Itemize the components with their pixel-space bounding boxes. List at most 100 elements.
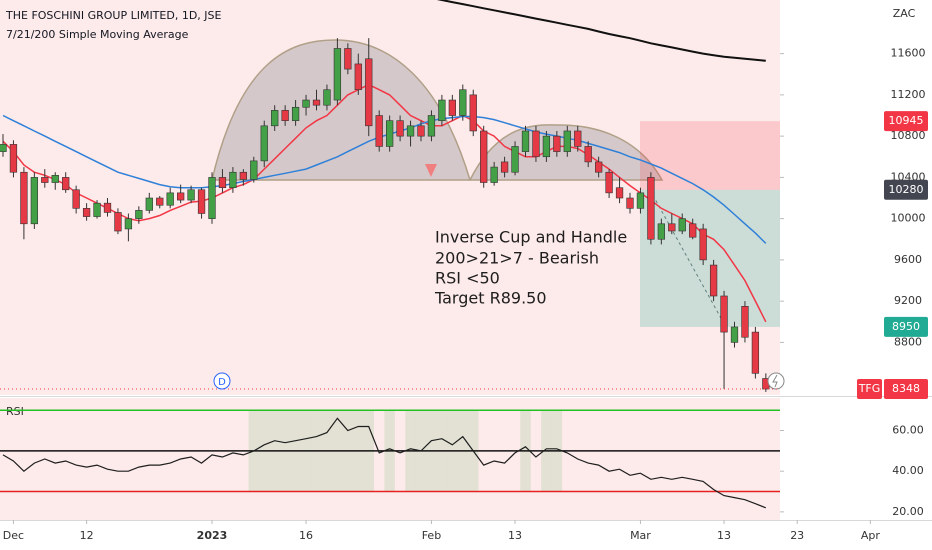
x-tick-label: 2023: [197, 529, 228, 542]
candle-body: [291, 106, 300, 121]
candle-body: [532, 130, 540, 158]
candle-body: [20, 171, 28, 225]
candle-body: [647, 177, 655, 240]
candle-body: [438, 99, 446, 121]
candle-body: [500, 161, 509, 173]
price-tag: [884, 111, 928, 132]
price-tag: [884, 316, 928, 337]
price-tag: [884, 379, 928, 400]
candle-body: [657, 223, 665, 240]
symbol-tag: [857, 379, 882, 400]
candle-body: [302, 99, 310, 108]
candle-body: [427, 115, 436, 137]
candle-body: [406, 125, 415, 137]
candle-body: [124, 218, 133, 230]
alert-icon[interactable]: [767, 372, 785, 390]
annotation: Target R89.50: [434, 289, 547, 308]
pattern-marker: [425, 164, 437, 177]
candle-body: [9, 144, 18, 173]
x-tick-label: Dec: [3, 529, 24, 542]
candle-body: [720, 295, 728, 333]
x-tick-label: Feb: [422, 529, 441, 542]
annotation: Inverse Cup and Handle: [435, 228, 627, 247]
y-tick-label: 10800: [891, 129, 926, 142]
rsi-pane-bg: [0, 398, 780, 520]
candle-body: [448, 99, 456, 116]
candle-body: [177, 192, 185, 201]
rsi-line: [2, 417, 767, 509]
candle-body: [30, 177, 38, 225]
candle-body: [344, 48, 352, 70]
alert-icon-bolt: [772, 374, 778, 388]
candle-body: [187, 189, 195, 201]
candle-body: [229, 171, 237, 189]
x-tick-label: 13: [508, 529, 522, 542]
y-tick-label: 8800: [894, 335, 922, 348]
candle-body: [218, 177, 227, 189]
candle-body: [396, 120, 404, 137]
y-tick-label: 11200: [891, 88, 926, 101]
candle-body: [668, 223, 676, 232]
x-tick-label: Mar: [630, 529, 651, 542]
candle-body: [584, 146, 592, 163]
candle-body: [730, 326, 739, 343]
candle-body: [689, 223, 697, 238]
candle-body: [62, 177, 70, 191]
price-layer: [0, 0, 780, 392]
price-tag-label: 10945: [889, 114, 924, 127]
candle-body: [459, 89, 467, 116]
candle-body: [741, 306, 749, 338]
candle-body: [615, 187, 624, 199]
target-zone: [640, 189, 780, 327]
candle-body: [574, 130, 582, 147]
candle-body: [699, 228, 707, 261]
candle-body: [709, 264, 718, 297]
price-tag-label: 8950: [892, 320, 920, 333]
y-tick-label: 11600: [891, 47, 926, 60]
moving-average: [436, 0, 766, 62]
y-tick-label: 9600: [894, 253, 922, 266]
x-tick-label: 12: [80, 529, 94, 542]
candle-body: [417, 125, 425, 137]
x-tick-label: 13: [717, 529, 731, 542]
candle-body: [375, 115, 383, 147]
y-tick-label: 10000: [891, 212, 926, 225]
candle-body: [114, 212, 122, 232]
y-tick-label: 9200: [894, 294, 922, 307]
moving-average: [2, 114, 767, 244]
candle-body: [239, 171, 247, 180]
candle-body: [595, 161, 603, 173]
candle-body: [166, 192, 174, 206]
chart-subtitle: 7/21/200 Simple Moving Average: [6, 28, 189, 41]
candle-body: [103, 202, 112, 213]
candle-body: [333, 48, 342, 101]
rsi-y-tick-label: 40.00: [892, 464, 924, 477]
candle-body: [626, 197, 634, 209]
candle-body: [480, 130, 488, 183]
dividend-marker: [213, 372, 231, 390]
candle-body: [82, 208, 91, 217]
candle-body: [93, 202, 101, 217]
candle-body: [751, 331, 760, 374]
price-tag-label: 8348: [892, 382, 920, 395]
x-tick-label: 23: [790, 529, 804, 542]
candle-body: [72, 189, 80, 209]
annotation: 200>21>7 - Bearish: [435, 249, 599, 268]
candle-body: [51, 175, 59, 183]
candle-body: [323, 89, 331, 106]
candle-body: [490, 166, 498, 183]
candle-body: [271, 110, 279, 127]
candle-body: [469, 94, 477, 132]
candle-body: [197, 189, 206, 214]
candle-body: [208, 177, 216, 219]
candle-body: [312, 99, 321, 106]
rsi-label: RSI: [6, 405, 24, 418]
candle-body: [563, 130, 571, 152]
candle-body: [281, 110, 289, 121]
candle-body: [135, 210, 143, 219]
symbol-tag-label: TFG: [858, 382, 881, 395]
candle-body: [678, 218, 686, 232]
rsi-y-tick-label: 20.00: [892, 505, 924, 518]
candle-body: [0, 144, 7, 152]
